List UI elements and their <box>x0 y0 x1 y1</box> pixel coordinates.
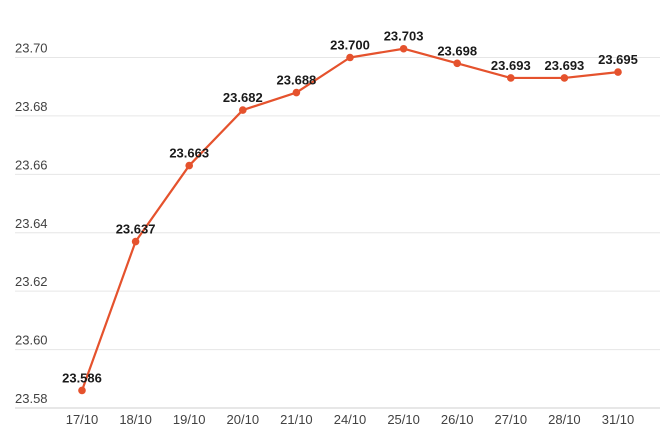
y-axis-tick-label: 23.58 <box>15 391 48 406</box>
x-axis-tick-label: 21/10 <box>280 412 313 427</box>
data-point[interactable] <box>292 88 301 97</box>
data-point[interactable] <box>131 237 140 246</box>
y-axis-tick-label: 23.68 <box>15 99 48 114</box>
data-point[interactable] <box>614 68 622 76</box>
y-axis-tick-label: 23.64 <box>15 216 48 231</box>
data-point-label: 23.695 <box>598 52 638 67</box>
x-axis-tick-label: 17/10 <box>66 412 99 427</box>
data-point-label: 23.688 <box>277 73 317 88</box>
data-point[interactable] <box>346 53 354 62</box>
data-point[interactable] <box>78 386 86 395</box>
data-point-label: 23.586 <box>62 370 102 385</box>
x-axis-tick-label: 31/10 <box>602 412 635 427</box>
data-point[interactable] <box>239 106 247 114</box>
data-point-label: 23.637 <box>116 222 156 237</box>
data-point[interactable] <box>399 44 408 53</box>
x-axis-tick-label: 20/10 <box>227 412 260 427</box>
x-axis-tick-label: 19/10 <box>173 412 206 427</box>
series-line <box>80 47 620 392</box>
x-axis-tick-label: 26/10 <box>441 412 474 427</box>
data-point-label: 23.693 <box>491 58 531 73</box>
data-point-label: 23.663 <box>169 146 209 161</box>
data-point-label: 23.693 <box>545 58 585 73</box>
data-point-label: 23.700 <box>330 38 370 53</box>
data-point[interactable] <box>560 74 569 82</box>
x-axis-tick-label: 24/10 <box>334 412 367 427</box>
data-point[interactable] <box>185 161 193 170</box>
x-axis-tick-label: 27/10 <box>495 412 528 427</box>
data-point[interactable] <box>507 74 515 82</box>
y-axis-tick-label: 23.62 <box>15 274 48 289</box>
data-point-label: 23.703 <box>384 29 424 44</box>
x-axis-tick-label: 25/10 <box>387 412 420 427</box>
y-axis-tick-label: 23.60 <box>15 333 48 348</box>
data-point[interactable] <box>453 59 462 68</box>
data-point-label: 23.682 <box>223 90 263 105</box>
data-point-label: 23.698 <box>437 43 477 58</box>
y-axis-tick-label: 23.66 <box>15 157 48 172</box>
x-axis-tick-label: 18/10 <box>119 412 152 427</box>
y-axis-tick-label: 23.70 <box>15 41 48 56</box>
x-axis-tick-label: 28/10 <box>548 412 581 427</box>
